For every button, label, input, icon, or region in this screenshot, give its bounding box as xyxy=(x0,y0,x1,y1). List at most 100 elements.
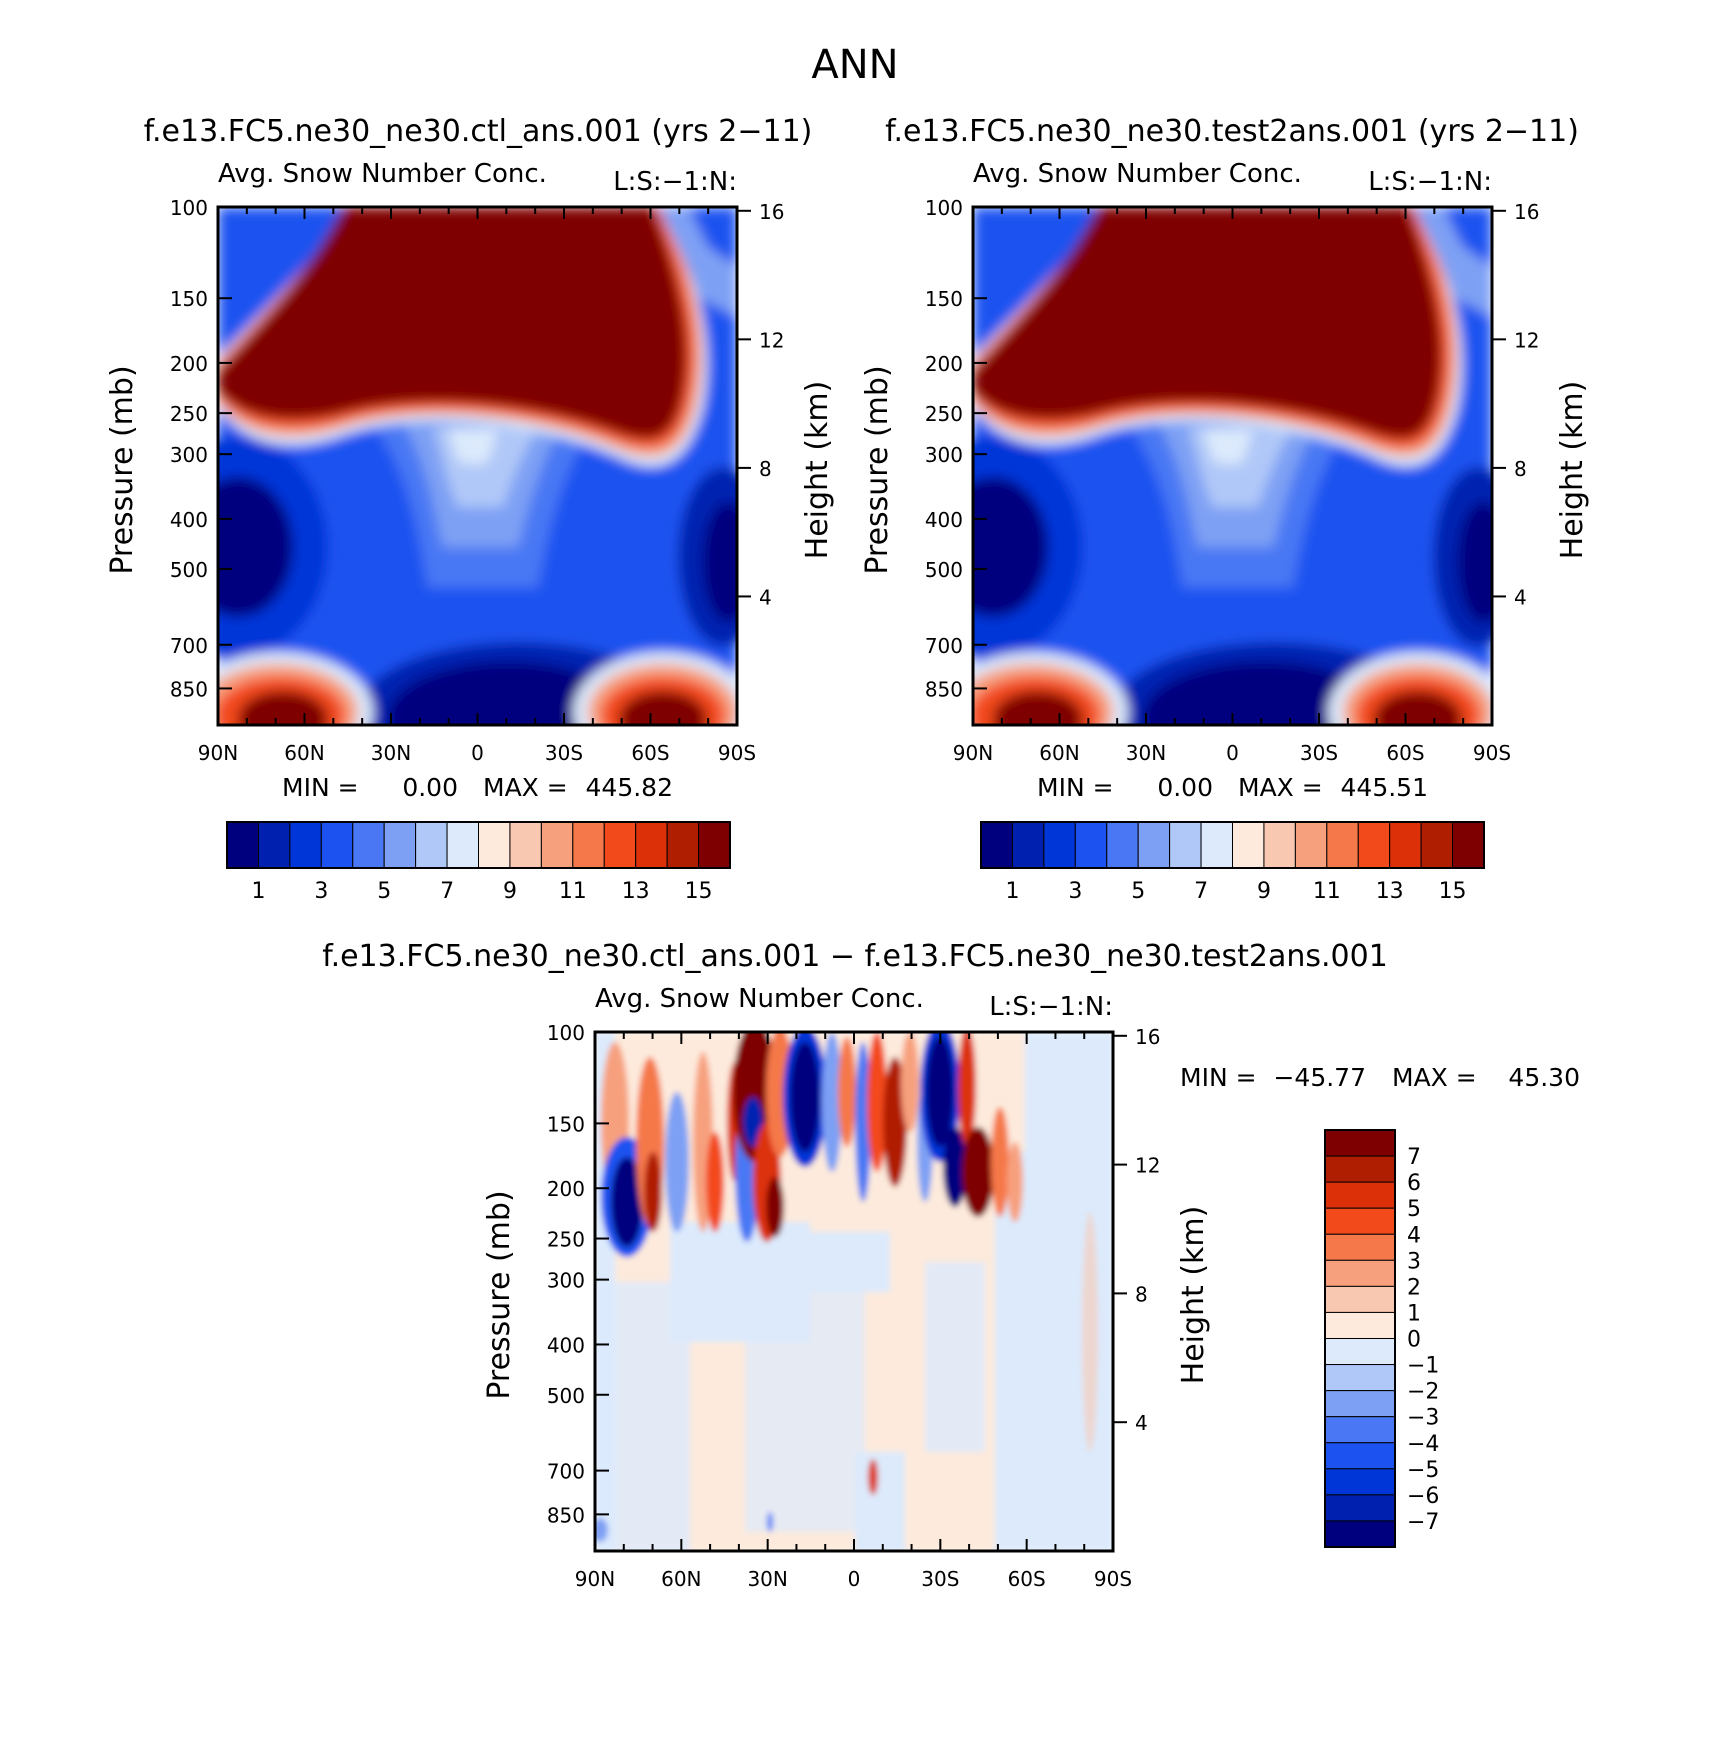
y2-axis-label: Height (km) xyxy=(1176,1206,1211,1385)
colorbar-box xyxy=(635,821,668,869)
colorbar-label: 15 xyxy=(1439,879,1467,904)
y-tick-label: 200 xyxy=(925,352,963,376)
y-tick-label: 850 xyxy=(170,677,208,701)
y-axis-label: Pressure (mb) xyxy=(860,365,895,574)
colorbar-label: 1 xyxy=(1407,1301,1421,1326)
colorbar-box xyxy=(1324,1338,1396,1366)
colorbar-label: −1 xyxy=(1407,1354,1439,1379)
colorbar-label: −3 xyxy=(1407,1406,1439,1431)
colorbar-box xyxy=(1324,1416,1396,1444)
y-tick-label: 150 xyxy=(170,287,208,311)
stat-min-label: MIN = xyxy=(282,773,359,802)
colorbar-box xyxy=(478,821,511,869)
x-tick-label: 60S xyxy=(1386,741,1424,765)
stat-min-label: MIN = xyxy=(1180,1063,1257,1092)
colorbar-label: 0 xyxy=(1407,1328,1421,1353)
stat-max-label: MAX = xyxy=(483,773,568,802)
colorbar-box xyxy=(1324,1468,1396,1496)
colorbar-box xyxy=(257,821,291,869)
panel-left-string: Avg. Snow Number Conc. xyxy=(595,984,924,1014)
stat-max-value: 445.82 xyxy=(586,773,673,802)
colorbar-box xyxy=(603,821,637,869)
colorbar-box xyxy=(352,821,385,869)
x-tick-label: 0 xyxy=(848,1567,861,1591)
colorbar-box xyxy=(1324,1259,1396,1287)
x-tick-label: 60N xyxy=(284,741,324,765)
stat-min-value: −45.77 xyxy=(1273,1063,1366,1092)
y-tick-label: 500 xyxy=(170,558,208,582)
colorbar-label: 7 xyxy=(440,879,454,904)
colorbar-label: −7 xyxy=(1407,1510,1439,1535)
colorbar-box xyxy=(1324,1311,1396,1339)
y-tick-label: 100 xyxy=(925,196,963,220)
x-tick-label: 90N xyxy=(953,741,993,765)
x-tick-label: 30S xyxy=(1300,741,1338,765)
colorbar-label: 5 xyxy=(377,879,391,904)
colorbar-label: 11 xyxy=(1313,879,1341,904)
colorbar-box xyxy=(1232,821,1265,869)
y-axis-label: Pressure (mb) xyxy=(105,365,140,574)
colorbar-box xyxy=(415,821,448,869)
colorbar-box xyxy=(1452,821,1485,869)
y-tick-label: 700 xyxy=(547,1460,585,1484)
stat-max-label: MAX = xyxy=(1238,773,1323,802)
colorbar-label: 5 xyxy=(1407,1197,1421,1222)
colorbar-box xyxy=(1324,1442,1396,1470)
y2-tick-label: 8 xyxy=(759,457,772,481)
y-tick-label: 700 xyxy=(925,634,963,658)
colorbar-label: 11 xyxy=(559,879,587,904)
panel-test: f.e13.FC5.ne30_ne30.test2ans.001 (yrs 2−… xyxy=(860,114,1590,904)
x-tick-label: 30S xyxy=(545,741,583,765)
colorbar-box xyxy=(1324,1390,1396,1418)
x-tick-label: 90N xyxy=(575,1567,615,1591)
x-tick-label: 0 xyxy=(471,741,484,765)
colorbar-label: 9 xyxy=(1257,879,1271,904)
colorbar-label: −6 xyxy=(1407,1484,1439,1509)
y2-tick-label: 4 xyxy=(1514,585,1527,609)
colorbar-box xyxy=(320,821,354,869)
colorbar-label: −4 xyxy=(1407,1432,1439,1457)
y-tick-label: 250 xyxy=(547,1228,585,1252)
colorbar-box xyxy=(509,821,542,869)
colorbar-box xyxy=(1106,821,1139,869)
x-tick-label: 30S xyxy=(921,1567,959,1591)
colorbar-label: 1 xyxy=(251,879,265,904)
x-tick-label: 30N xyxy=(747,1567,787,1591)
y-axis-label: Pressure (mb) xyxy=(482,1190,517,1399)
panel-title: f.e13.FC5.ne30_ne30.ctl_ans.001 (yrs 2−1… xyxy=(144,114,813,149)
y2-tick-label: 8 xyxy=(1135,1282,1148,1306)
stat-min-value: 0.00 xyxy=(1157,773,1213,802)
y-tick-label: 400 xyxy=(547,1333,585,1357)
x-tick-label: 0 xyxy=(1226,741,1239,765)
colorbar-label: 9 xyxy=(503,879,517,904)
stat-max-value: 445.51 xyxy=(1341,773,1428,802)
x-tick-label: 90S xyxy=(718,741,756,765)
panel-right-string: L:S:−1:N: xyxy=(989,992,1113,1022)
x-tick-label: 30N xyxy=(1126,741,1166,765)
contour-field xyxy=(973,207,1492,725)
colorbar-label: 4 xyxy=(1407,1223,1421,1248)
colorbar-box xyxy=(1389,821,1422,869)
colorbar-label: 2 xyxy=(1407,1275,1421,1300)
colorbar-label: 3 xyxy=(1407,1249,1421,1274)
colorbar-box xyxy=(1357,821,1391,869)
colorbar-box xyxy=(1137,821,1171,869)
y-tick-label: 700 xyxy=(170,634,208,658)
y2-axis-label: Height (km) xyxy=(800,381,835,560)
colorbar-label: 15 xyxy=(685,879,713,904)
colorbar-label: 13 xyxy=(622,879,650,904)
y2-tick-label: 16 xyxy=(1514,200,1539,224)
panel-title: f.e13.FC5.ne30_ne30.ctl_ans.001 − f.e13.… xyxy=(322,939,1388,974)
panel-left-string: Avg. Snow Number Conc. xyxy=(973,159,1302,189)
colorbar-label: 1 xyxy=(1005,879,1019,904)
colorbar-label: 6 xyxy=(1407,1171,1421,1196)
x-tick-label: 60N xyxy=(661,1567,701,1591)
y-tick-label: 300 xyxy=(547,1269,585,1293)
x-tick-label: 60S xyxy=(1008,1567,1046,1591)
colorbar-label: 7 xyxy=(1407,1145,1421,1170)
colorbar-box xyxy=(383,821,417,869)
colorbar-box xyxy=(666,821,700,869)
y-tick-label: 100 xyxy=(547,1021,585,1045)
colorbar-box xyxy=(980,821,1013,869)
